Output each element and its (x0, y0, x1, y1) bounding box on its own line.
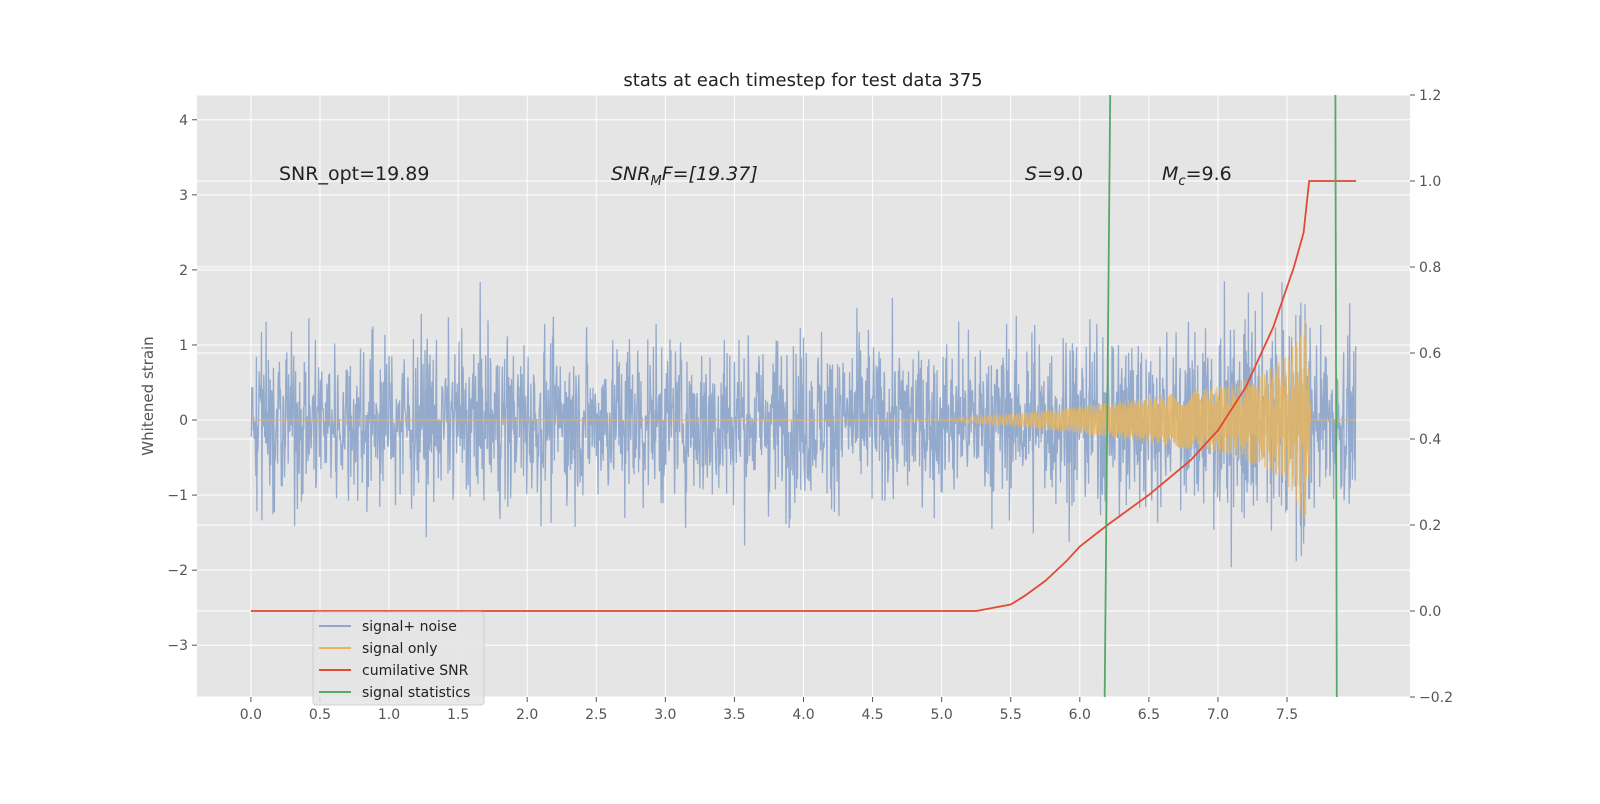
annotation-snr-opt: SNR_opt=19.89 (279, 163, 429, 185)
x-tick-label: 3.5 (723, 707, 745, 723)
x-tick-label: 2.5 (585, 707, 607, 723)
y2-tick-label: 0.2 (1419, 518, 1441, 534)
y-tick-label: −1 (167, 488, 188, 504)
legend: signal+ noise signal only cumilative SNR si… (312, 611, 485, 706)
legend-label: signal only (362, 641, 437, 657)
y-tick-label: −2 (167, 563, 188, 579)
x-tick-label: 7.5 (1276, 707, 1298, 723)
annotation-snr-mf: SNRMF=[19.37] (611, 163, 758, 189)
y2-tick-label: 0.8 (1419, 260, 1441, 276)
x-tick-label: 5.5 (1000, 707, 1022, 723)
x-tick-label: 2.0 (516, 707, 538, 723)
x-tick-label: 1.5 (447, 707, 469, 723)
x-tick-label: 0.0 (240, 707, 262, 723)
y-tick-label: −3 (167, 638, 188, 654)
x-tick-label: 3.0 (654, 707, 676, 723)
legend-label: cumilative SNR (362, 663, 469, 679)
y-tick-label: 4 (179, 113, 188, 129)
y2-tick-label: 0.0 (1419, 604, 1441, 620)
x-tick-label: 6.5 (1138, 707, 1160, 723)
series-signal-only (250, 318, 1357, 518)
y-tick-label: 2 (179, 263, 188, 279)
y-axis-label: Whitened strain (139, 336, 157, 455)
x-tick-label: 0.5 (309, 707, 331, 723)
series-signal-statistics (1334, 94, 1338, 698)
x-tick-label: 6.0 (1069, 707, 1091, 723)
series-signal-statistics (1103, 94, 1112, 698)
y2-tick-label: 1.0 (1419, 174, 1441, 190)
y2-tick-label: 0.4 (1419, 432, 1441, 448)
x-tick-label: 7.0 (1207, 707, 1229, 723)
y2-tick-label: 1.2 (1419, 88, 1441, 104)
annotation-s: S=9.0 (1025, 163, 1083, 185)
series-cumulative-snr (250, 180, 1357, 612)
y-tick-label: 0 (179, 413, 188, 429)
x-tick-label: 1.0 (378, 707, 400, 723)
legend-label: signal+ noise (362, 619, 457, 635)
y-tick-label: 1 (179, 338, 188, 354)
legend-box (312, 611, 485, 706)
y-tick-label: 3 (179, 188, 188, 204)
chart-title: stats at each timestep for test data 375 (623, 70, 982, 91)
x-tick-label: 4.0 (792, 707, 814, 723)
annotation-mc: Mc=9.6 (1162, 163, 1232, 189)
legend-label: signal statistics (362, 685, 470, 701)
y2-tick-label: −0.2 (1419, 690, 1453, 706)
y2-tick-label: 0.6 (1419, 346, 1441, 362)
x-tick-label: 4.5 (861, 707, 883, 723)
x-tick-label: 5.0 (931, 707, 953, 723)
